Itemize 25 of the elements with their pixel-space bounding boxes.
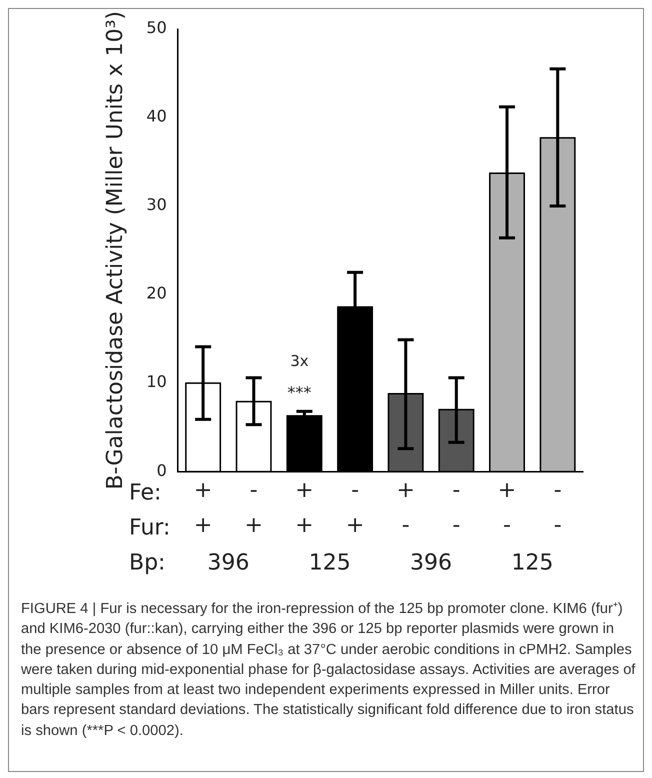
caption: FIGURE 4 | Fur is necessary for the iron-repression of the 125 bp promoter clone. KIM6 (fur⁺) and KIM6-2030 (fur::kan), carrying either the 396 or 125 bp reporter plasmids were grown in the presence or absence of 10 μM FeCl₃ at 37°C under aerobic conditions in cPMH2. Samples were taken during mid-exponential phase for β-galactosidase assays. Activities are averages of multiple samples from at least two independent experiments expressed in Miller units. Error bars represent standard deviations. The statistically significant fold difference due to iron status is shown (***P < 0.0002). — [21, 600, 636, 741]
text: 396 — [207, 550, 250, 576]
y-axis-title: B-Galactosidase Activity (Miller Units x 10³) — [102, 11, 128, 490]
annotation: 3x — [290, 352, 309, 370]
y-tick-label: 20 — [146, 284, 167, 303]
text: 125 — [511, 550, 554, 576]
y-tick-label: 0 — [156, 460, 167, 480]
text: 125 — [308, 550, 351, 576]
x-tick-label: - + — [346, 478, 364, 538]
text: Bp: — [129, 550, 166, 576]
x-tick-label: + - — [498, 478, 516, 538]
x-tick-label: - - — [452, 478, 460, 538]
text: Fur: — [129, 515, 170, 540]
text: 396 — [410, 550, 452, 576]
y-tick-label: 40 — [146, 106, 167, 126]
x-tick-label: + - — [396, 478, 415, 538]
text: Fe: — [129, 480, 162, 506]
x-tick-label: + + — [194, 478, 212, 538]
y-tick-label: 30 — [146, 195, 167, 214]
x-tick-label: - - — [554, 478, 562, 538]
x-tick-label: - + — [244, 478, 263, 538]
y-tick-label: 10 — [146, 372, 167, 392]
y-tick-label: 50 — [146, 18, 167, 38]
annotation: *** — [287, 382, 312, 402]
x-tick-label: + + — [295, 478, 314, 538]
